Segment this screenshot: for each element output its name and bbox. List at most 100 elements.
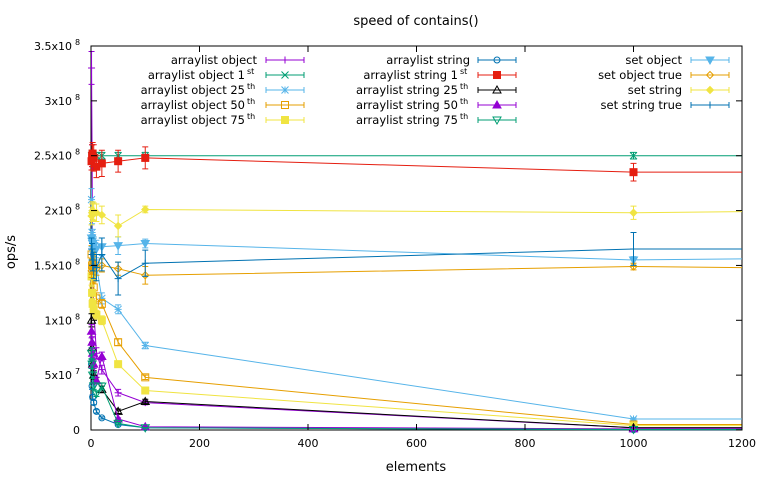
legend-swatch-line [690,72,730,78]
data-point [87,195,96,204]
legend-swatch-marker [705,70,715,80]
series-6 [87,142,742,182]
data-point [114,157,123,166]
error-bar [98,298,105,309]
data-point [86,349,97,359]
legend-label-superscript: st [460,67,467,76]
legend-swatch-marker [492,84,502,94]
data-point [140,239,151,249]
legend-swatch-marker [705,56,715,66]
y-tick-exponent: 7 [75,367,80,376]
legend-label: arraylist string 25 [356,83,458,97]
data-point [98,366,106,374]
x-tick-label: 400 [298,437,319,450]
legend-swatch-line [477,57,517,63]
data-point [114,360,123,369]
error-bar [142,374,149,381]
series-line [91,153,742,173]
data-point [89,153,98,162]
legend-label-superscript: th [247,112,255,121]
data-point [90,399,98,407]
data-point [88,382,99,392]
legend-label-superscript: th [247,97,255,106]
data-point [114,275,122,283]
legend-label-superscript: th [460,97,468,106]
legend-label: arraylist object 50 [141,98,245,112]
data-point [97,210,107,220]
plot-area [86,50,743,435]
data-point [97,299,106,308]
legend-item: arraylist string [386,53,517,67]
legend-swatch-marker [706,101,714,109]
legend-label: arraylist object 75 [141,113,245,127]
series-1 [87,149,742,163]
series-13 [88,232,742,296]
data-point [88,64,96,72]
data-point [141,373,150,382]
data-point [92,407,100,415]
y-tick-label: 3.5x10 [34,40,72,53]
data-point [92,310,101,319]
data-point [91,375,102,385]
error-bar [115,408,122,415]
data-point [87,337,97,346]
data-point [629,151,638,160]
legend-label: set object [625,53,682,67]
x-tick-label: 1200 [728,437,756,450]
legend-swatch-marker [493,56,501,64]
legend-label: arraylist object 25 [141,83,245,97]
data-point [141,153,150,162]
data-point [114,389,122,397]
legend-swatch-marker [705,85,715,95]
legend-swatch-line [477,87,517,93]
data-point [141,205,150,214]
y-axis-title: ops/s [4,235,19,269]
y-tick-exponent: 8 [75,203,80,212]
data-point [113,221,123,231]
legend-swatch-marker [492,116,502,126]
legend-label-superscript: th [247,82,255,91]
legend-swatch-marker [281,101,289,109]
data-point [88,288,97,297]
y-tick-label: 1x10 [44,314,72,327]
y-tick-label: 5x10 [44,369,72,382]
y-tick-exponent: 8 [75,312,80,321]
x-tick-label: 1000 [620,437,648,450]
data-point [98,414,106,422]
data-point [96,382,107,392]
data-point [97,316,106,325]
data-point [114,338,123,347]
legend-item: set string [628,83,730,97]
y-tick-label: 3x10 [44,95,72,108]
legend-item: arraylist object [171,53,305,67]
legend-label: arraylist string 50 [356,98,458,112]
series-line [91,254,742,426]
series-2 [87,188,742,423]
data-point [629,168,638,177]
data-point [629,208,638,217]
series-line [91,263,743,276]
legend-swatch-line [265,102,305,108]
data-point [97,294,106,303]
series-9 [86,347,742,435]
x-tick-label: 200 [189,437,210,450]
legend-label: set string [628,83,682,97]
legend-swatch-line [477,117,517,123]
data-point [141,259,149,267]
legend-item: set string true [601,98,730,112]
legend-label: arraylist object 1 [148,68,245,82]
y-tick-exponent: 8 [75,93,80,102]
y-tick-label: 2.5x10 [34,150,72,163]
data-point [98,250,106,258]
x-tick-label: 800 [515,437,536,450]
x-tick-label: 600 [406,437,427,450]
legend-label: arraylist string 1 [363,68,458,82]
y-tick-exponent: 8 [75,38,80,47]
data-point [141,341,150,350]
